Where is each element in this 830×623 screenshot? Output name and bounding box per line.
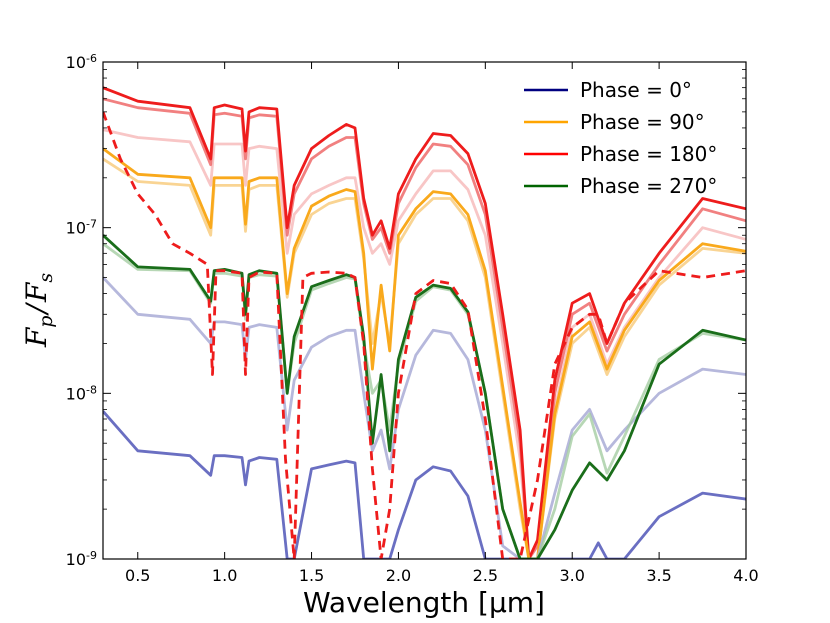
x-tick-label: 1.0 [212,566,237,585]
x-tick-label: 2.0 [386,566,411,585]
series-line-9 [103,111,746,559]
x-tick-label: 2.5 [473,566,498,585]
plot-frame [102,61,747,560]
y-axis: 10-6 10-7 10-8 10-9 [66,52,746,570]
series-line-0 [103,128,746,559]
legend-label-phase-180: Phase = 180° [580,142,717,166]
series-line-2 [103,86,746,559]
y-axis-title-den: F [20,281,53,303]
series-line-5 [103,276,746,559]
y-axis-title-num-sub: p [35,316,57,328]
x-tick-label: 4.0 [733,566,758,585]
y-tick-label: 10-9 [66,549,97,570]
series-layer [103,86,746,559]
series-line-4 [103,147,746,559]
y-tick-label: 10-7 [66,217,97,238]
series-line-6 [103,410,746,559]
svg-text:Fp/Fs: Fp/Fs [20,273,57,348]
y-tick-label: 10-6 [66,52,97,73]
x-axis-title: Wavelength [μm] [303,586,545,619]
legend: Phase = 0° Phase = 90° Phase = 180° Phas… [524,78,717,198]
y-axis-title-num: F [20,326,53,348]
legend-label-phase-0: Phase = 0° [580,78,692,102]
x-axis: 0.5 1.0 1.5 2.0 2.5 3.0 3.5 4.0 [125,62,759,585]
x-tick-label: 0.5 [125,566,150,585]
legend-label-phase-270: Phase = 270° [580,174,717,198]
legend-label-phase-90: Phase = 90° [580,110,705,134]
y-axis-title: Fp/Fs [20,273,57,348]
series-line-8 [103,234,746,559]
y-tick-label: 10-8 [66,383,97,404]
series-line-3 [103,157,746,559]
x-tick-label: 3.5 [646,566,671,585]
x-tick-label: 1.5 [299,566,324,585]
y-axis-title-slash: / [20,302,53,317]
x-tick-label: 3.0 [559,566,584,585]
y-axis-title-den-sub: s [35,273,57,283]
